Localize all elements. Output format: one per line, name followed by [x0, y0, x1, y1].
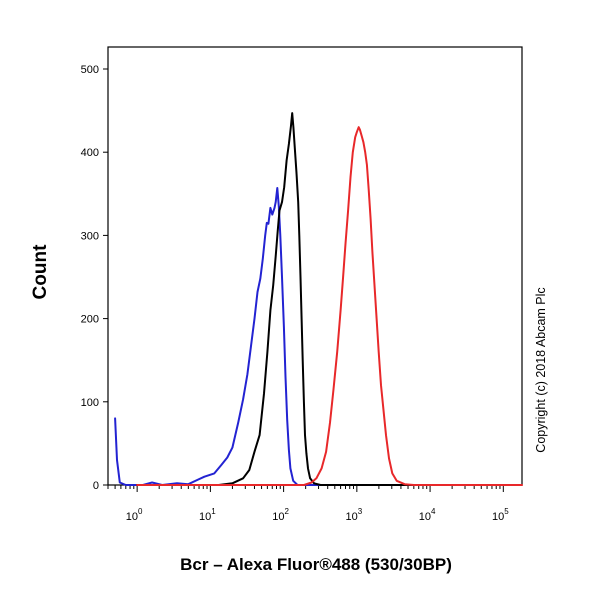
y-tick-label: 200 — [81, 314, 99, 326]
series-line-1 — [114, 187, 483, 486]
x-tick-label: 105 — [492, 507, 509, 523]
series-line-3 — [136, 126, 523, 486]
y-tick-label: 400 — [81, 147, 99, 159]
x-tick-label: 104 — [419, 507, 436, 523]
x-tick-label: 102 — [272, 507, 289, 523]
y-axis-label: Count — [30, 244, 51, 300]
plot-frame — [107, 46, 523, 486]
x-tick-label: 100 — [126, 507, 143, 523]
series-line-2 — [136, 112, 483, 486]
x-tick-label: 101 — [199, 507, 216, 523]
copyright-annotation: Copyright (c) 2018 Abcam Plc — [534, 287, 548, 452]
y-tick-label: 0 — [93, 480, 99, 492]
x-axis-label: Bcr – Alexa Fluor®488 (530/30BP) — [180, 555, 452, 574]
y-tick-label: 300 — [81, 230, 99, 242]
y-tick-label: 500 — [81, 64, 99, 76]
x-tick-label: 103 — [345, 507, 362, 523]
y-tick-label: 100 — [81, 397, 99, 409]
plot-area: 0 100 200 300 400 500 100 101 102 103 104 105 — [81, 46, 523, 523]
